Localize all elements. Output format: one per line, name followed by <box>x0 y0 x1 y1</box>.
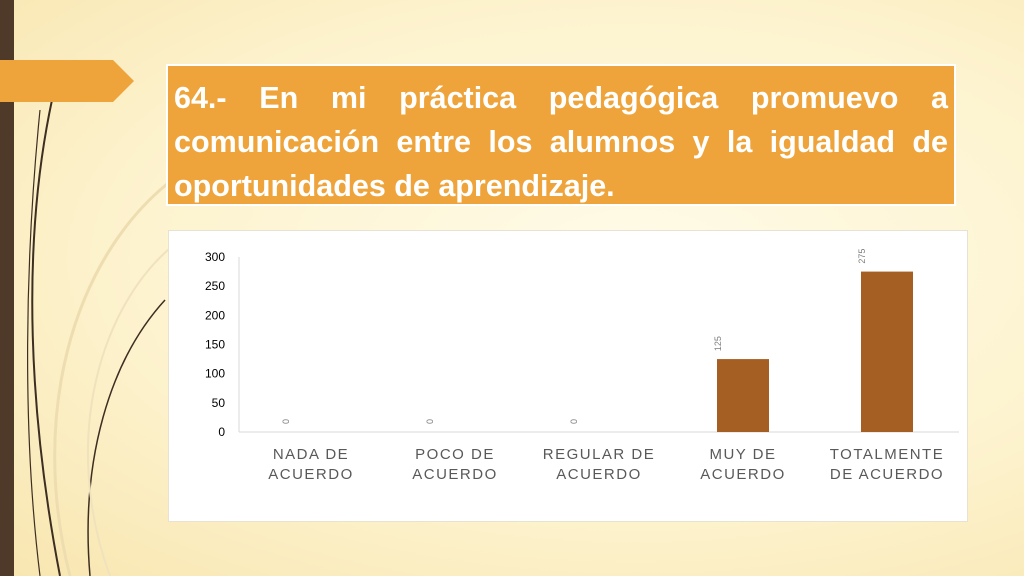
x-category-label: MUY DE <box>709 446 776 463</box>
x-category-label: DE ACUERDO <box>830 466 944 483</box>
y-tick-label: 250 <box>205 279 225 293</box>
chart-panel: 0 50 100 150 200 250 300 0 0 0 125 275 NADA DE ACUE… <box>168 230 968 522</box>
x-category-label: POCO DE <box>415 446 495 463</box>
data-label: 125 <box>713 336 723 351</box>
y-tick-label: 200 <box>205 308 225 322</box>
data-label: 0 <box>569 419 579 424</box>
bar-chart: 0 50 100 150 200 250 300 0 0 0 125 275 NADA DE ACUE… <box>205 249 959 483</box>
slide-title: 64.- En mi práctica pedagógica promuevo … <box>174 81 948 203</box>
y-tick-label: 100 <box>205 367 225 381</box>
x-category-label: NADA DE <box>273 446 349 463</box>
arrow-tab-shape <box>0 60 134 102</box>
data-label: 0 <box>425 419 435 424</box>
x-category-label: ACUERDO <box>700 466 786 483</box>
x-axis-category-labels: NADA DE ACUERDO POCO DE ACUERDO REGULAR DE AC… <box>268 446 944 483</box>
y-tick-label: 0 <box>218 425 225 439</box>
data-label: 0 <box>281 419 291 424</box>
title-box: 64.- En mi práctica pedagógica promuevo … <box>166 64 956 206</box>
x-category-label: ACUERDO <box>412 466 498 483</box>
y-tick-label: 50 <box>212 396 226 410</box>
data-labels: 0 0 0 125 275 <box>281 249 867 424</box>
x-category-label: ACUERDO <box>556 466 642 483</box>
x-category-label: TOTALMENTE <box>830 446 944 463</box>
data-label: 275 <box>857 249 867 264</box>
y-tick-label: 300 <box>205 250 225 264</box>
decorative-curves <box>27 99 181 576</box>
y-tick-label: 150 <box>205 338 225 352</box>
x-category-label: REGULAR DE <box>543 446 656 463</box>
left-accent-bar <box>0 0 14 576</box>
y-axis-ticks: 0 50 100 150 200 250 300 <box>205 250 225 439</box>
bar-series <box>717 271 913 432</box>
bar <box>861 271 913 432</box>
bar <box>717 359 769 432</box>
x-category-label: ACUERDO <box>268 466 354 483</box>
